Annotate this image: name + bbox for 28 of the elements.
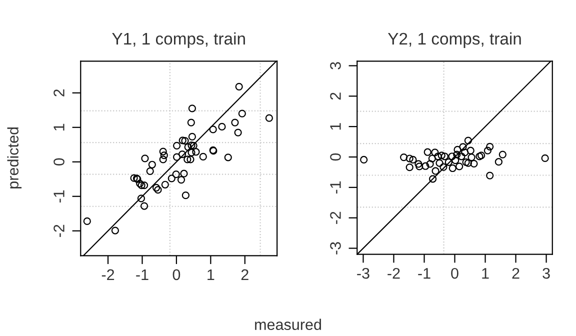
y-tick-label: -2	[54, 224, 64, 237]
y-tick-label: 0	[54, 158, 64, 166]
y-tick-label: 3	[330, 62, 341, 70]
x-tick-label: 1	[482, 268, 489, 279]
chart-title: Y2, 1 comps, train	[388, 32, 521, 48]
y-tick-label: -1	[330, 181, 341, 194]
y-tick-label: 2	[330, 92, 341, 100]
x-tick-label: -2	[102, 269, 114, 280]
x-tick-label: -1	[136, 269, 148, 280]
y-tick-label: -3	[330, 242, 341, 254]
y-axis-title: predicted	[7, 127, 22, 188]
x-axis-title: measured	[255, 318, 321, 330]
y-tick-label: 1	[54, 124, 64, 130]
x-tick-label: -1	[418, 268, 430, 279]
chart-title: Y1, 1 comps, train	[112, 32, 245, 48]
y-tick-label: 0	[330, 153, 341, 161]
y-tick-label: -1	[54, 190, 64, 202]
y-tick-label: -2	[330, 212, 341, 224]
y-tick-label: 2	[54, 89, 64, 96]
x-tick-label: 1	[208, 269, 214, 280]
x-tick-label: -3	[357, 268, 370, 279]
x-tick-label: 2	[512, 268, 520, 279]
x-tick-label: 2	[241, 269, 248, 280]
x-tick-label: -2	[388, 268, 400, 279]
x-tick-label: 0	[451, 268, 458, 279]
x-tick-label: 0	[172, 269, 180, 280]
x-tick-label: 3	[542, 268, 550, 279]
y-tick-label: 1	[330, 123, 341, 130]
